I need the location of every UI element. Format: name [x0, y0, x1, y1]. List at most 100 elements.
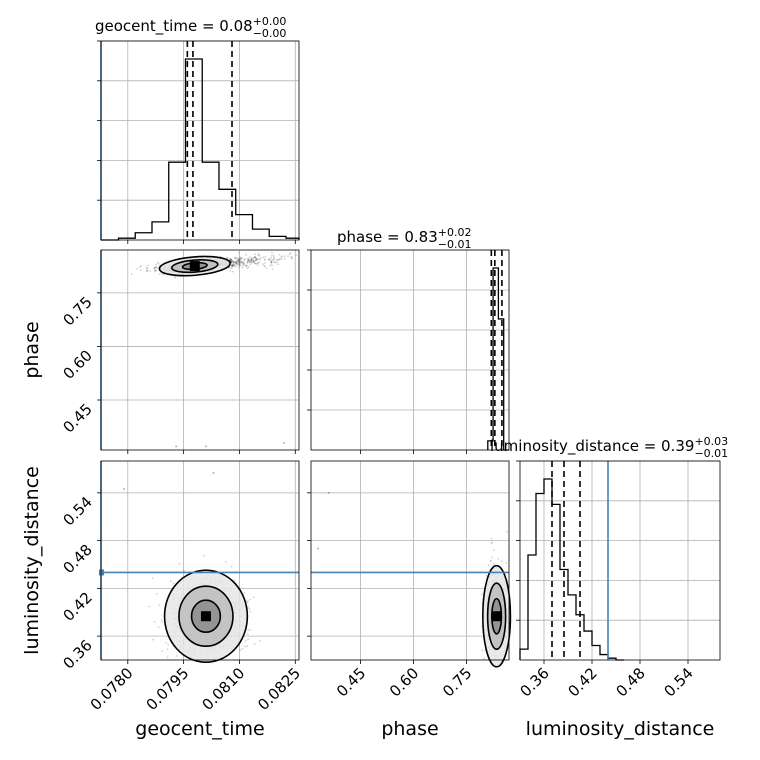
sample-point: [240, 257, 243, 260]
sample-point: [243, 258, 245, 260]
sample-point: [240, 256, 243, 259]
sample-point: [145, 270, 148, 272]
sample-point: [283, 441, 286, 444]
sample-point: [295, 254, 298, 257]
sample-point: [270, 261, 273, 263]
sample-point: [254, 256, 257, 259]
sample-point: [237, 258, 239, 261]
sample-point: [492, 549, 495, 551]
sample-point: [290, 257, 293, 260]
sample-point: [250, 259, 253, 262]
sample-point: [238, 263, 240, 265]
sample-point: [234, 257, 237, 259]
sample-point: [232, 264, 235, 267]
sample-point: [153, 270, 156, 272]
sample-point: [254, 256, 256, 259]
y-tick-labels: 0.36 0.42 0.48 0.54: [59, 493, 95, 673]
sample-point: [241, 261, 244, 264]
sample-point: [158, 273, 161, 276]
sample-point: [240, 261, 243, 264]
sample-point: [239, 263, 241, 266]
sample-point: [253, 262, 256, 265]
sample-point: [230, 258, 232, 261]
sample-point: [259, 639, 262, 642]
sample-point: [270, 261, 273, 264]
sample-point: [156, 261, 159, 264]
sample-point: [251, 261, 253, 264]
sample-point: [161, 621, 164, 623]
sample-point: [231, 264, 233, 267]
sample-point: [235, 262, 238, 265]
sample-point: [234, 262, 237, 264]
sample-point: [247, 600, 249, 602]
sample-point: [270, 255, 273, 257]
sample-point: [270, 257, 273, 259]
sample-point: [280, 256, 283, 259]
sample-point: [230, 258, 232, 261]
sample-point: [271, 251, 273, 254]
axes-frame: [310, 249, 510, 451]
sample-point: [253, 643, 256, 645]
sample-point: [489, 560, 492, 563]
sample-point: [231, 260, 234, 263]
grid: [311, 249, 509, 450]
x-tick-marks: [543, 660, 689, 664]
sample-point: [244, 258, 247, 260]
sample-point: [288, 253, 291, 256]
sample-point: [231, 264, 234, 267]
sample-point: [487, 564, 490, 567]
sample-point: [243, 262, 245, 265]
axes-frame: [100, 40, 300, 241]
sample-point: [232, 262, 235, 265]
sample-point: [241, 261, 243, 263]
sample-point: [243, 592, 246, 594]
sample-point: [505, 562, 508, 564]
sample-point: [229, 270, 231, 272]
sample-point: [490, 542, 493, 545]
sample-point: [247, 265, 250, 268]
sample-point: [247, 629, 250, 632]
quantile-lines: [551, 461, 581, 660]
sample-point: [254, 259, 257, 262]
sample-point: [235, 261, 238, 263]
sample-point: [257, 264, 259, 267]
sample-point: [235, 265, 237, 268]
sample-point: [268, 258, 271, 261]
sample-point: [263, 258, 266, 261]
tick-label: 0.60: [59, 347, 95, 383]
title-geocent-time: geocent_time = 0.08+0.00 −0.00: [95, 15, 286, 40]
sample-point: [244, 645, 247, 648]
sample-point: [276, 259, 279, 261]
sample-point: [490, 537, 493, 540]
sample-point: [233, 261, 235, 263]
sample-point: [257, 261, 260, 264]
sample-point: [239, 260, 241, 263]
sample-point: [237, 264, 240, 266]
sample-point: [230, 261, 233, 263]
sample-point: [247, 633, 249, 636]
sample-point: [248, 259, 251, 262]
sample-point: [261, 263, 264, 265]
sample-point: [270, 259, 273, 262]
sample-point: [327, 491, 330, 494]
quantile-lines: [490, 250, 503, 450]
sample-point: [247, 259, 250, 262]
sample-point: [273, 257, 275, 260]
sample-point: [281, 255, 284, 258]
sample-point: [237, 261, 240, 263]
sample-point: [237, 258, 240, 260]
sample-point: [263, 264, 265, 267]
sample-point: [283, 258, 286, 260]
tick-label: 0.0795: [143, 664, 193, 714]
sample-point: [231, 264, 234, 267]
title-phase: phase = 0.83+0.02 −0.01: [337, 226, 472, 251]
xlabel-phase: phase: [381, 718, 438, 740]
y-tick-marks: [97, 292, 101, 401]
sample-point: [146, 264, 149, 267]
xlabel-luminosity-distance: luminosity_distance: [526, 718, 715, 740]
sample-point: [158, 262, 160, 265]
sample-point: [248, 258, 251, 261]
sample-point: [491, 541, 493, 544]
sample-point: [240, 257, 243, 260]
sample-point: [245, 264, 248, 267]
